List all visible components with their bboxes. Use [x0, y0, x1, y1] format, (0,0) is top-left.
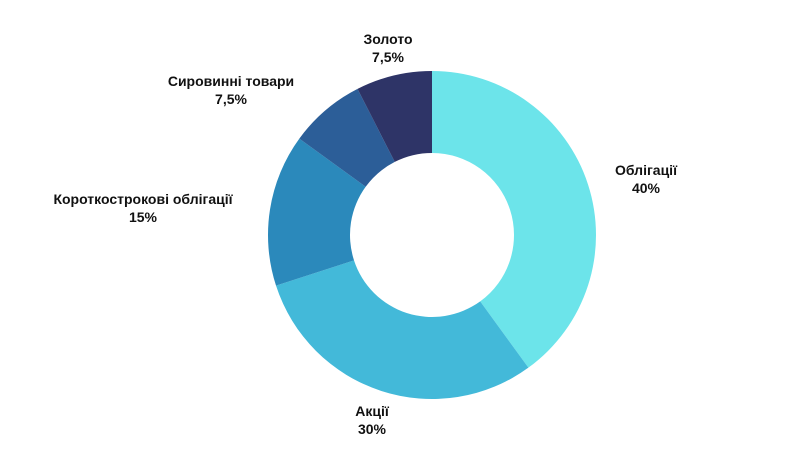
slice-label-2: Короткострокові облігації 15%: [53, 191, 233, 225]
slice-4: [357, 71, 432, 162]
slice-3: [299, 88, 395, 187]
slice-label-value: 7,5%: [372, 49, 404, 65]
slice-label-name: Золото: [363, 31, 412, 47]
slice-label-name: Сировинні товари: [168, 73, 294, 89]
slice-2: [268, 138, 366, 286]
slice-label-name: Короткострокові облігації: [53, 191, 233, 207]
slice-label-name: Облігації: [615, 162, 678, 178]
slice-label-value: 40%: [632, 180, 661, 196]
slice-label-value: 15%: [129, 209, 158, 225]
slice-label-4: Золото 7,5%: [363, 31, 412, 65]
slice-label-3: Сировинні товари 7,5%: [168, 73, 294, 107]
labels-group: Облігації 40% Акції 30% Короткострокові облі…: [53, 31, 678, 437]
slice-1: [276, 260, 529, 399]
slice-label-value: 7,5%: [215, 91, 247, 107]
slice-label-value: 30%: [358, 421, 387, 437]
slice-label-1: Акції 30%: [355, 403, 390, 437]
slices-group: [268, 71, 596, 399]
slice-label-0: Облігації 40%: [615, 162, 678, 196]
slice-label-name: Акції: [355, 403, 390, 419]
slice-0: [432, 71, 596, 368]
